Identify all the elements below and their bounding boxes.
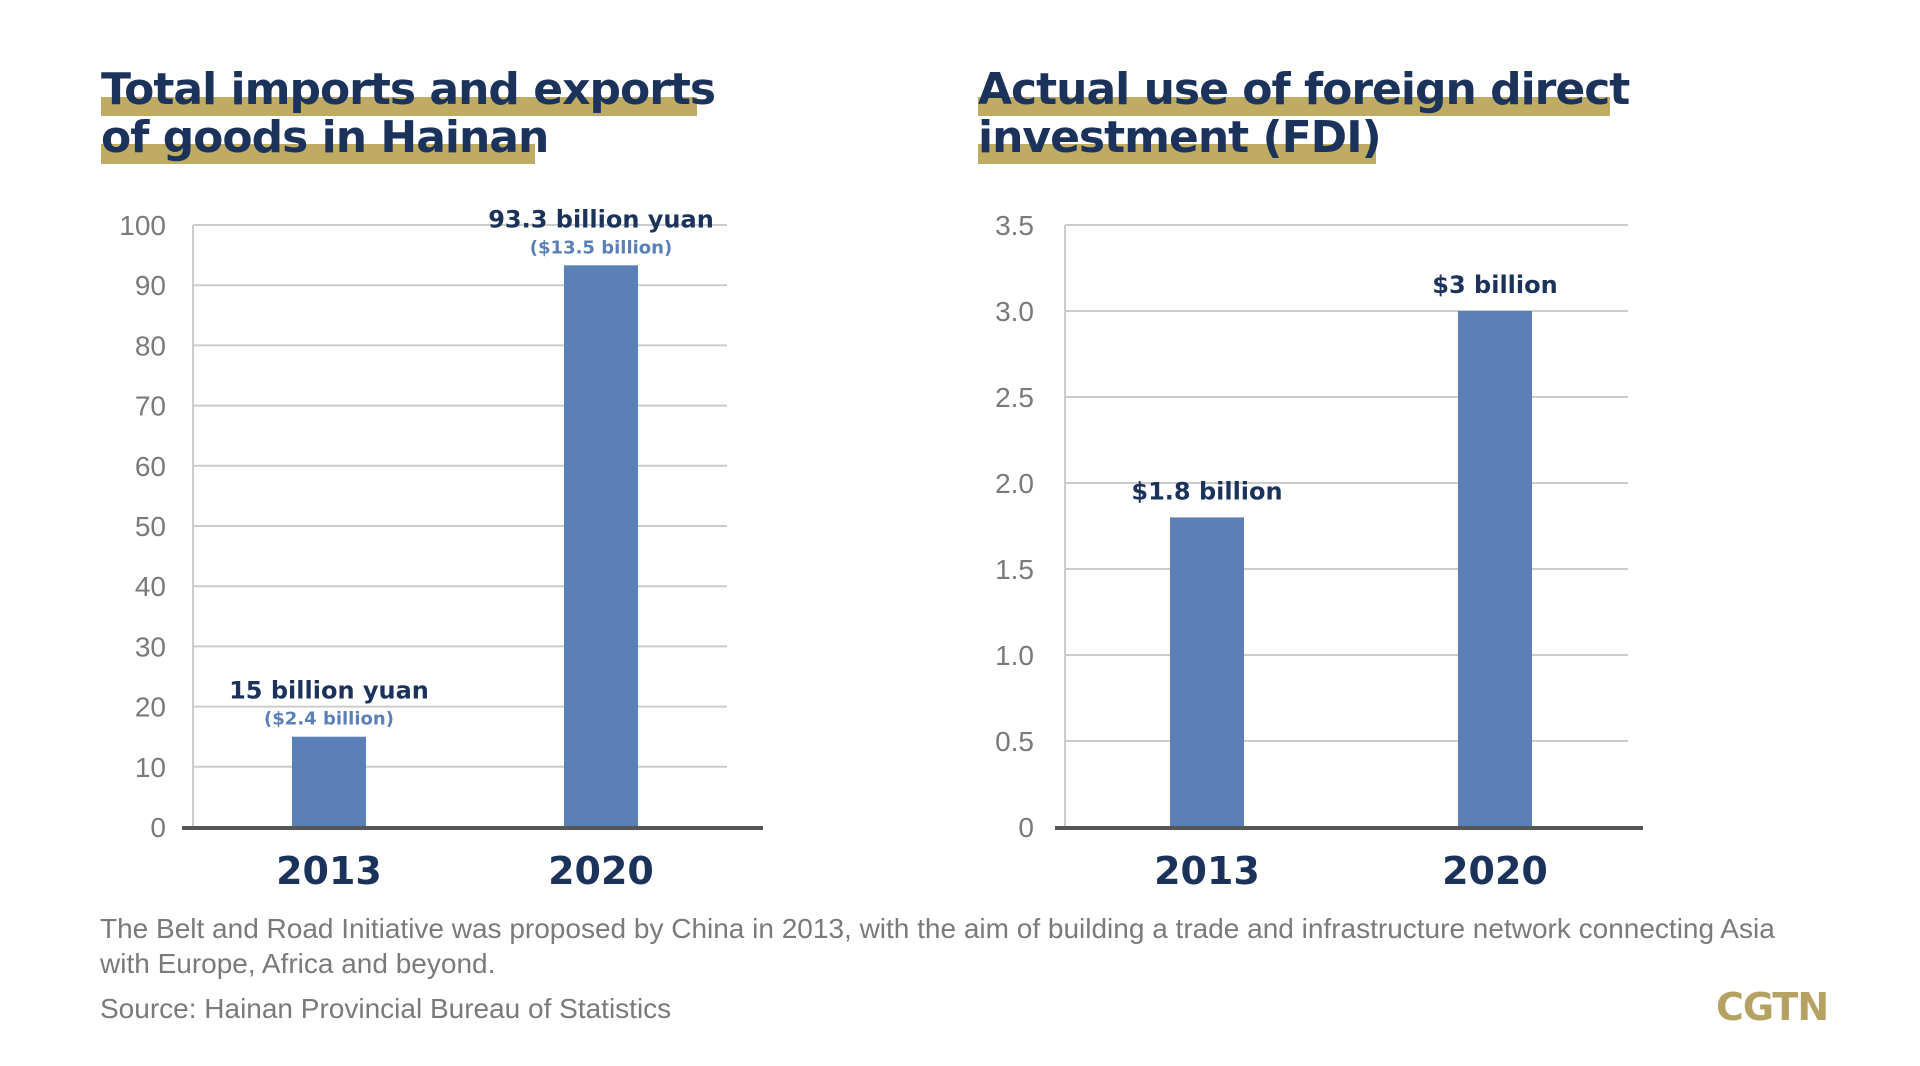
title-line: Actual use of foreign direct (978, 64, 1630, 115)
left-x-tick-label: 2020 (548, 849, 654, 893)
right-bar-2013 (1170, 517, 1244, 827)
right-data-label: $1.8 billion (1131, 477, 1282, 505)
left-y-tick-label: 20 (135, 692, 166, 723)
left-y-tick-label: 10 (135, 752, 166, 783)
left-chart-title: Total imports and exports of goods in Ha… (101, 64, 716, 164)
title-line: of goods in Hainan (101, 112, 549, 163)
left-y-tick-label: 70 (135, 391, 166, 422)
footer-note-line-2: with Europe, Africa and beyond. (100, 948, 496, 979)
right-y-tick-label: 2.5 (995, 382, 1034, 413)
left-bar-2013 (292, 736, 366, 827)
left-y-tick-label: 30 (135, 631, 166, 662)
right-x-tick-label: 2020 (1442, 849, 1548, 893)
left-y-tick-label: 80 (135, 330, 166, 361)
footer-note-line-1: The Belt and Road Initiative was propose… (100, 913, 1775, 944)
left-x-tick-label: 2013 (276, 849, 382, 893)
right-y-tick-label: 1.5 (995, 554, 1034, 585)
title-highlight-bar (978, 144, 1376, 164)
left-y-tick-label: 90 (135, 270, 166, 301)
left-data-label: 93.3 billion yuan (488, 205, 714, 233)
right-x-tick-label: 2013 (1154, 849, 1260, 893)
footer-source: Source: Hainan Provincial Bureau of Stat… (100, 993, 672, 1024)
left-y-tick-label: 100 (119, 210, 166, 241)
right-y-tick-label: 1.0 (995, 640, 1034, 671)
right-data-label: $3 billion (1432, 271, 1557, 299)
right-y-tick-label: 3.5 (995, 210, 1034, 241)
left-y-tick-label: 60 (135, 451, 166, 482)
left-y-tick-label: 0 (150, 812, 166, 843)
left-y-tick-label: 40 (135, 571, 166, 602)
left-data-sublabel: ($13.5 billion) (530, 237, 672, 258)
title-highlight-bar (101, 97, 697, 116)
cgtn-logo: CGTN (1716, 985, 1829, 1029)
right-y-tick-label: 3.0 (995, 296, 1034, 327)
left-data-label: 15 billion yuan (229, 677, 429, 705)
right-y-tick-label: 2.0 (995, 468, 1034, 499)
title-highlight-bar (101, 144, 535, 164)
right-y-tick-label: 0 (1018, 812, 1034, 843)
right-chart-title: Actual use of foreign direct investment … (978, 64, 1630, 164)
right-bar-2020 (1458, 311, 1532, 827)
left-y-tick-label: 50 (135, 511, 166, 542)
left-bar-2020 (564, 265, 638, 828)
left-data-sublabel: ($2.4 billion) (264, 709, 394, 730)
right-y-tick-label: 0.5 (995, 726, 1034, 757)
title-line: investment (FDI) (978, 112, 1382, 163)
title-highlight-bar (978, 97, 1610, 116)
title-line: Total imports and exports (101, 64, 716, 115)
